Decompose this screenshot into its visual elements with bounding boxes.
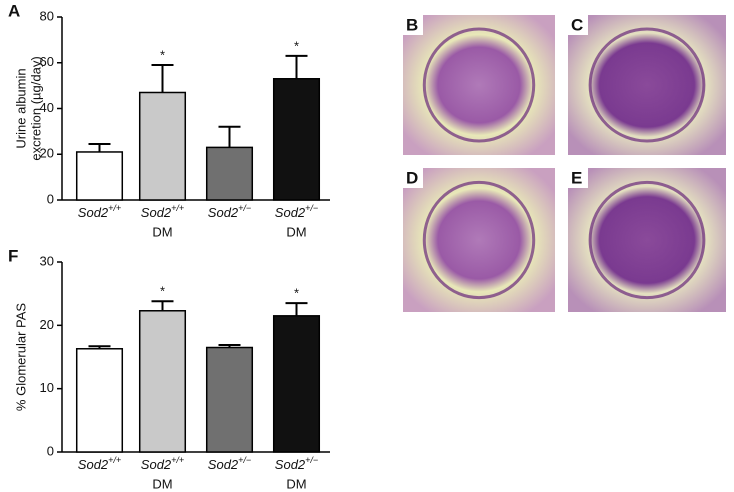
y-axis-label: excretion (µg/day) [28,56,43,160]
y-tick-label: 80 [40,8,54,23]
glomerulus-outline [588,27,706,143]
x-tick-label: Sod2+/+ [78,455,121,472]
panel-label-bg [568,15,588,35]
bar [138,310,187,453]
x-tick-label: Sod2+/+ [141,455,184,472]
category-gene: Sod2 [208,457,239,472]
category-gene: Sod2 [141,205,172,220]
glomerulus-outline [422,27,536,143]
panel-label: C [571,15,583,34]
y-tick-label: 20 [40,317,54,332]
category-gene: Sod2 [275,457,306,472]
category-gene: Sod2 [78,457,109,472]
panel-label-bg [568,168,588,188]
panel-label: F [8,246,18,265]
significance-marker: * [160,47,165,62]
y-tick-label: 10 [40,380,54,395]
bar [75,348,124,453]
micrograph [403,168,555,312]
x-tick-label-group: DM [152,224,172,239]
y-axis-label: Urine albumin [13,68,28,148]
y-tick-label: 20 [40,146,54,161]
category-gene: Sod2 [208,205,239,220]
bar [75,151,124,201]
x-tick-label-group: DM [152,476,172,491]
x-tick-label: Sod2+/− [208,203,251,220]
panel-label: A [8,1,20,20]
category-gene: Sod2 [141,457,172,472]
category-allele: +/+ [171,203,184,213]
x-tick-label: Sod2+/− [275,203,318,220]
x-tick-label-group: DM [286,224,306,239]
x-tick-label: Sod2+/+ [141,203,184,220]
x-tick-label: Sod2+/− [275,455,318,472]
category-allele: +/− [238,203,251,213]
category-allele: +/+ [171,455,184,465]
category-allele: +/− [238,455,251,465]
category-allele: +/− [305,455,318,465]
panel-label: D [406,168,418,187]
bar [205,346,254,453]
category-gene: Sod2 [275,205,306,220]
y-tick-label: 0 [47,443,54,458]
bar [272,78,321,201]
y-tick-label: 40 [40,100,54,115]
bar [272,315,321,453]
micrograph [568,15,726,155]
glomerulus-outline [422,180,536,300]
bar [205,146,254,201]
significance-marker: * [160,284,165,299]
micrograph [403,15,555,155]
bar [138,91,187,201]
y-axis-label: % Glomerular PAS [13,303,28,411]
x-tick-label-group: DM [286,476,306,491]
y-tick-label: 60 [40,54,54,69]
y-tick-label: 0 [47,191,54,206]
y-tick-label: 30 [40,253,54,268]
panel-label: E [571,168,582,187]
panel-label-bg [403,15,423,35]
panel-label-bg [403,168,423,188]
category-allele: +/+ [108,455,121,465]
micrograph [568,168,726,312]
category-allele: +/− [305,203,318,213]
x-tick-label: Sod2+/− [208,455,251,472]
category-allele: +/+ [108,203,121,213]
glomerulus-outline [588,180,706,300]
significance-marker: * [294,38,299,53]
significance-marker: * [294,286,299,301]
x-tick-label: Sod2+/+ [78,203,121,220]
category-gene: Sod2 [78,205,109,220]
panel-label: B [406,15,418,34]
